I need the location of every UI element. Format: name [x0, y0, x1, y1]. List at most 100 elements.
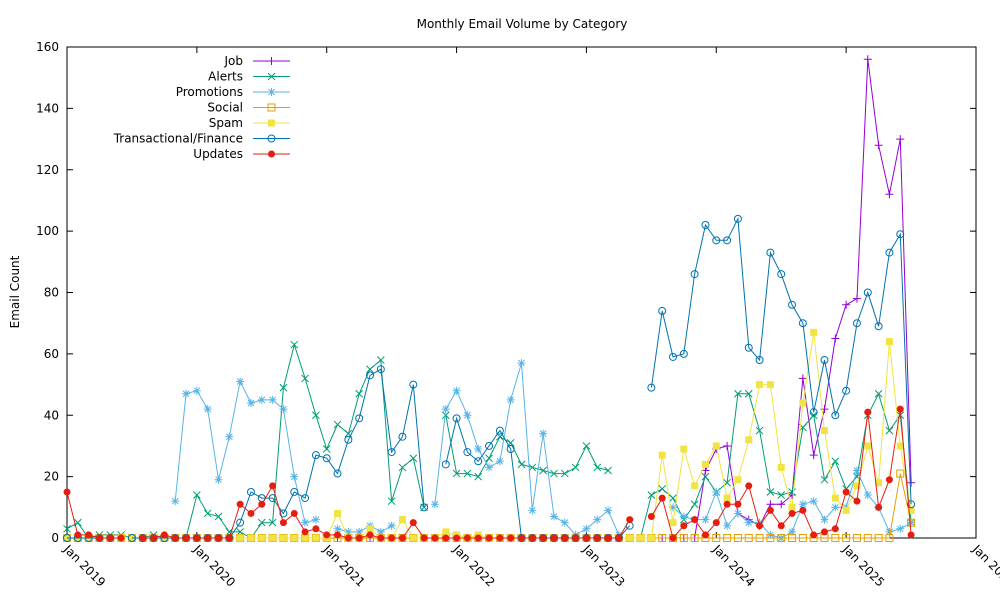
data-point-job [842, 300, 851, 309]
data-point-updates [712, 519, 720, 527]
data-point-social [885, 534, 894, 542]
data-point-alerts [528, 463, 537, 472]
data-point-promotions [355, 527, 364, 536]
data-point-job [852, 294, 861, 303]
data-point-alerts [463, 469, 472, 478]
data-point-spam [366, 525, 374, 533]
data-point-spam [864, 442, 872, 450]
data-point-updates [658, 494, 666, 502]
data-point-spam [885, 338, 893, 346]
data-point-alerts [658, 485, 667, 493]
data-point-transactional-finance [236, 518, 245, 527]
series-line-alerts [66, 342, 912, 539]
data-point-transactional-finance [127, 534, 136, 542]
data-point-updates [561, 534, 569, 542]
data-point-alerts [701, 472, 710, 481]
data-point-updates [160, 531, 168, 539]
data-point-updates [496, 534, 504, 542]
legend-marker [268, 150, 275, 158]
data-point-updates [290, 509, 298, 517]
legend-marker [267, 88, 276, 96]
data-point-updates [150, 534, 158, 542]
data-point-alerts [387, 497, 396, 506]
series-updates [63, 405, 915, 542]
data-point-updates [885, 476, 893, 484]
data-point-updates [647, 513, 655, 521]
data-point-alerts [452, 469, 461, 478]
data-point-transactional-finance [723, 236, 732, 245]
legend-item-promotions: Promotions [176, 85, 290, 99]
data-point-promotions [896, 524, 905, 533]
data-point-promotions [376, 527, 385, 536]
data-point-transactional-finance [376, 365, 385, 374]
data-point-alerts [474, 472, 483, 481]
data-point-updates [701, 531, 709, 539]
data-point-promotions [669, 503, 677, 512]
chart-title: Monthly Email Volume by Category [417, 17, 628, 31]
data-point-transactional-finance [452, 414, 461, 423]
data-point-spam [853, 482, 861, 490]
data-point-updates [377, 534, 385, 542]
data-point-updates [615, 534, 623, 542]
data-point-updates [236, 500, 244, 508]
series-layer [63, 55, 916, 542]
data-point-spam [766, 381, 774, 389]
data-point-updates [409, 519, 417, 527]
data-point-transactional-finance [344, 435, 353, 444]
data-point-updates [485, 534, 493, 542]
data-point-updates [572, 534, 580, 542]
data-point-alerts [571, 463, 580, 472]
y-tick-label: 80 [44, 286, 59, 300]
data-point-updates [171, 534, 179, 542]
series-promotions [127, 359, 916, 542]
data-point-promotions [463, 411, 472, 420]
legend-item-transactional-finance: Transactional/Finance [113, 132, 290, 146]
legend-label: Alerts [208, 70, 243, 84]
data-point-spam [647, 534, 655, 542]
data-point-spam [701, 460, 709, 468]
data-point-updates [875, 503, 883, 511]
data-point-social [766, 534, 775, 542]
data-point-alerts [560, 469, 569, 478]
data-point-alerts [766, 488, 775, 496]
data-point-spam [810, 328, 818, 336]
data-point-spam [409, 534, 417, 542]
data-point-updates [420, 534, 428, 542]
data-point-updates [507, 534, 515, 542]
series-social [63, 469, 916, 542]
y-tick-label: 60 [44, 347, 59, 361]
data-point-promotions [744, 518, 753, 527]
data-point-alerts [593, 463, 602, 472]
data-point-promotions [279, 405, 288, 414]
data-point-promotions [225, 432, 234, 441]
data-point-updates [323, 531, 331, 539]
data-point-spam [247, 534, 255, 542]
data-point-promotions [506, 395, 515, 404]
data-point-promotions [333, 524, 342, 533]
data-point-promotions [863, 491, 872, 500]
series-line-transactional-finance [67, 216, 912, 539]
data-point-updates [864, 408, 872, 416]
data-point-alerts [257, 518, 266, 527]
data-point-spam [258, 534, 266, 542]
data-point-updates [777, 522, 785, 530]
data-point-transactional-finance [311, 451, 320, 460]
data-point-spam [334, 509, 342, 517]
data-point-promotions [452, 386, 461, 395]
data-point-spam [398, 516, 406, 524]
data-point-updates [788, 509, 796, 517]
data-point-promotions [430, 500, 439, 509]
data-point-alerts [755, 426, 764, 435]
data-point-promotions [679, 512, 688, 521]
data-point-updates [247, 509, 255, 517]
data-point-promotions [236, 377, 245, 386]
data-point-job [874, 141, 883, 150]
y-tick-label: 140 [36, 101, 59, 115]
data-point-updates [799, 506, 807, 514]
data-point-updates [842, 488, 850, 496]
data-point-alerts [312, 411, 320, 420]
data-point-spam [669, 519, 677, 527]
y-axis-label: Email Count [8, 255, 22, 328]
data-point-transactional-finance [831, 411, 840, 420]
